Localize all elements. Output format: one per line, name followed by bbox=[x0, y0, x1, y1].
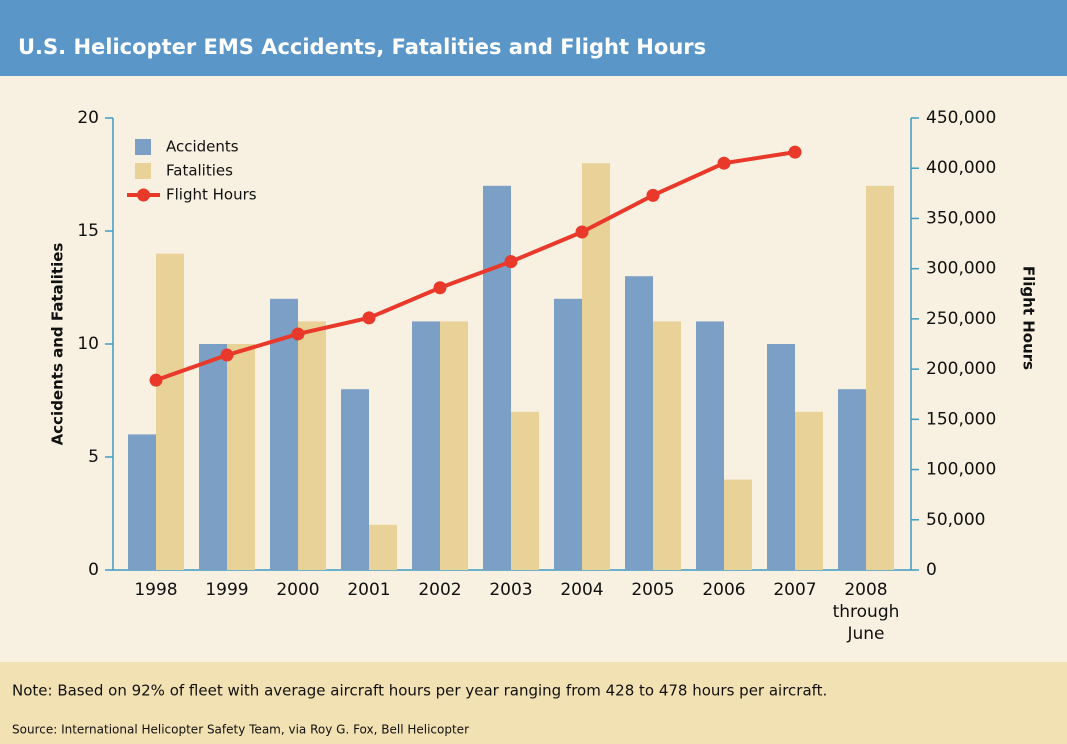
y2-tick-label: 100,000 bbox=[926, 460, 996, 480]
bar bbox=[298, 321, 326, 570]
legend-label: Flight Hours bbox=[166, 186, 257, 204]
x-tick-label-line: 2001 bbox=[347, 580, 390, 600]
y-tick-label: 20 bbox=[77, 108, 99, 128]
legend-swatch bbox=[135, 139, 151, 155]
x-tick-label-line: 2006 bbox=[702, 580, 745, 600]
y-tick-label: 5 bbox=[88, 447, 99, 467]
legend-swatch bbox=[135, 163, 151, 179]
x-tick-label: 2001 bbox=[347, 580, 390, 600]
x-tick-label-line: 1999 bbox=[205, 580, 248, 600]
bar bbox=[696, 321, 724, 570]
line-point bbox=[717, 156, 731, 170]
x-tick-label-line: through bbox=[833, 602, 900, 622]
y-tick-label: 0 bbox=[88, 560, 99, 580]
x-tick-label: 2000 bbox=[276, 580, 319, 600]
y2-axis-label: Flight Hours bbox=[1020, 266, 1038, 370]
bar bbox=[724, 479, 752, 570]
line-point bbox=[291, 327, 305, 341]
x-tick-label-line: 2008 bbox=[844, 580, 887, 600]
x-tick-label-line: 2000 bbox=[276, 580, 319, 600]
line-point bbox=[149, 373, 163, 387]
note-area bbox=[0, 662, 1067, 744]
x-tick-label-line: 2003 bbox=[489, 580, 532, 600]
bar bbox=[483, 185, 511, 571]
y2-tick-label: 0 bbox=[926, 560, 937, 580]
x-tick-label: 2003 bbox=[489, 580, 532, 600]
bar bbox=[866, 185, 894, 571]
y2-tick-label: 150,000 bbox=[926, 409, 996, 429]
bar bbox=[838, 389, 866, 570]
x-tick-label: 2008 through June bbox=[833, 580, 900, 644]
source: Source: International Helicopter Safety … bbox=[12, 723, 469, 737]
x-tick-label: 1999 bbox=[205, 580, 248, 600]
y2-tick-label: 400,000 bbox=[926, 158, 996, 178]
y2-tick-label: 450,000 bbox=[926, 108, 996, 128]
bar bbox=[227, 344, 255, 570]
y2-tick-label: 250,000 bbox=[926, 309, 996, 329]
legend-label: Accidents bbox=[166, 138, 239, 156]
x-tick-label: 2006 bbox=[702, 580, 745, 600]
x-tick-label: 2007 bbox=[773, 580, 816, 600]
bar bbox=[270, 298, 298, 570]
line-point bbox=[575, 225, 589, 239]
bar bbox=[554, 298, 582, 570]
bar bbox=[369, 524, 397, 570]
note: Note: Based on 92% of fleet with average… bbox=[12, 682, 827, 700]
x-tick-label-line: 2002 bbox=[418, 580, 461, 600]
y-tick-label: 15 bbox=[77, 221, 99, 241]
x-tick-label-line: 2004 bbox=[560, 580, 603, 600]
bar bbox=[625, 276, 653, 570]
x-tick-label: 2002 bbox=[418, 580, 461, 600]
x-tick-label: 1998 bbox=[134, 580, 177, 600]
line bbox=[155, 150, 796, 383]
x-tick-label: 2005 bbox=[631, 580, 674, 600]
line-point bbox=[504, 255, 518, 269]
line-point bbox=[220, 348, 234, 362]
bar bbox=[795, 411, 823, 570]
bar bbox=[511, 411, 539, 570]
bar bbox=[440, 321, 468, 570]
y-tick-label: 10 bbox=[77, 334, 99, 354]
y-axis-label: Accidents and Fatalities bbox=[49, 243, 67, 446]
y2-tick-label: 350,000 bbox=[926, 208, 996, 228]
bar bbox=[199, 344, 227, 570]
y2-tick-label: 300,000 bbox=[926, 259, 996, 279]
y2-tick-label: 200,000 bbox=[926, 359, 996, 379]
line-point bbox=[646, 188, 660, 202]
title-bar bbox=[0, 0, 1067, 76]
bar bbox=[341, 389, 369, 570]
bar bbox=[653, 321, 681, 570]
line-point bbox=[788, 145, 802, 159]
line-point bbox=[362, 311, 376, 325]
bar bbox=[412, 321, 440, 570]
line-point bbox=[433, 281, 447, 295]
x-tick-label: 2004 bbox=[560, 580, 603, 600]
x-tick-label-line: 1998 bbox=[134, 580, 177, 600]
x-tick-label-line: 2005 bbox=[631, 580, 674, 600]
bar bbox=[156, 253, 184, 570]
bar bbox=[128, 434, 156, 570]
bar bbox=[767, 344, 795, 570]
x-tick-label-line: 2007 bbox=[773, 580, 816, 600]
y2-tick-label: 50,000 bbox=[926, 510, 985, 530]
x-tick-label-line: June bbox=[846, 624, 884, 644]
legend-marker bbox=[137, 188, 150, 202]
chart-title: U.S. Helicopter EMS Accidents, Fatalitie… bbox=[18, 35, 706, 59]
legend-label: Fatalities bbox=[166, 162, 233, 180]
